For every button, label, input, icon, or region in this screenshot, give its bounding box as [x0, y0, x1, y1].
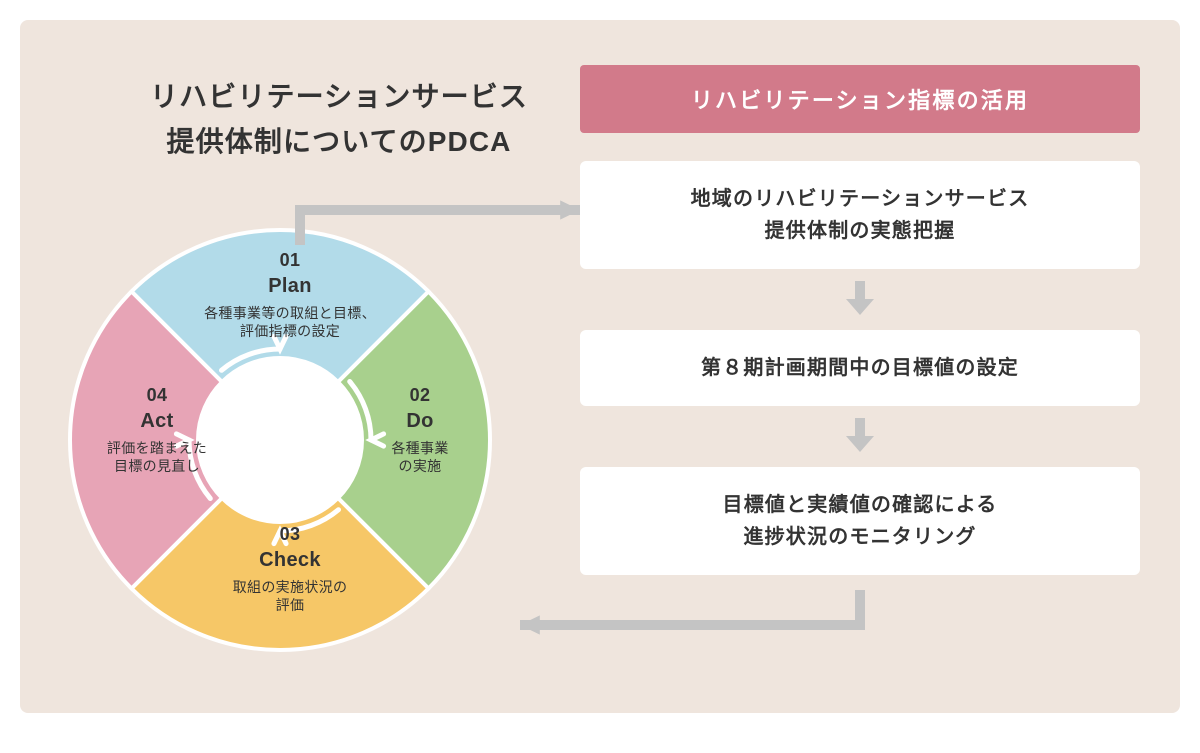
- step-box-1: 地域のリハビリテーションサービス 提供体制の実態把握: [580, 161, 1140, 269]
- segment-desc: 各種事業等の取組と目標、評価指標の設定: [190, 304, 390, 342]
- step-box-2: 第８期計画期間中の目標値の設定: [580, 330, 1140, 406]
- segment-name: Do: [406, 410, 433, 432]
- down-arrow-icon: [580, 414, 1140, 459]
- banner-utilization: リハビリテーション指標の活用: [580, 65, 1140, 133]
- right-column: リハビリテーション指標の活用 地域のリハビリテーションサービス 提供体制の実態把…: [580, 65, 1140, 575]
- segment-name: Check: [259, 549, 321, 571]
- segment-label-plan: 01 Plan 各種事業等の取組と目標、評価指標の設定: [190, 248, 390, 341]
- segment-label-check: 03 Check 取組の実施状況の評価: [200, 522, 380, 615]
- segment-desc: 評価を踏まえた目標の見直し: [92, 439, 222, 477]
- segment-name: Act: [140, 410, 173, 432]
- segment-number: 04: [147, 385, 168, 405]
- segment-label-do: 02 Do 各種事業の実施: [360, 383, 480, 476]
- segment-number: 03: [280, 524, 301, 544]
- step-box-3: 目標値と実績値の確認による 進捗状況のモニタリング: [580, 467, 1140, 575]
- segment-desc: 取組の実施状況の評価: [200, 578, 380, 616]
- pdca-donut: 01 Plan 各種事業等の取組と目標、評価指標の設定 02 Do 各種事業の実施 03 Ch…: [60, 220, 500, 660]
- segment-label-act: 04 Act 評価を踏まえた目標の見直し: [92, 383, 222, 476]
- segment-number: 01: [280, 250, 301, 270]
- segment-name: Plan: [268, 275, 312, 297]
- segment-number: 02: [410, 385, 431, 405]
- segment-desc: 各種事業の実施: [360, 439, 480, 477]
- down-arrow-icon: [580, 277, 1140, 322]
- page-title: リハビリテーションサービス 提供体制についてのPDCA: [150, 75, 528, 165]
- diagram-canvas: リハビリテーションサービス 提供体制についてのPDCA 01 Plan 各種事業等の…: [20, 20, 1180, 713]
